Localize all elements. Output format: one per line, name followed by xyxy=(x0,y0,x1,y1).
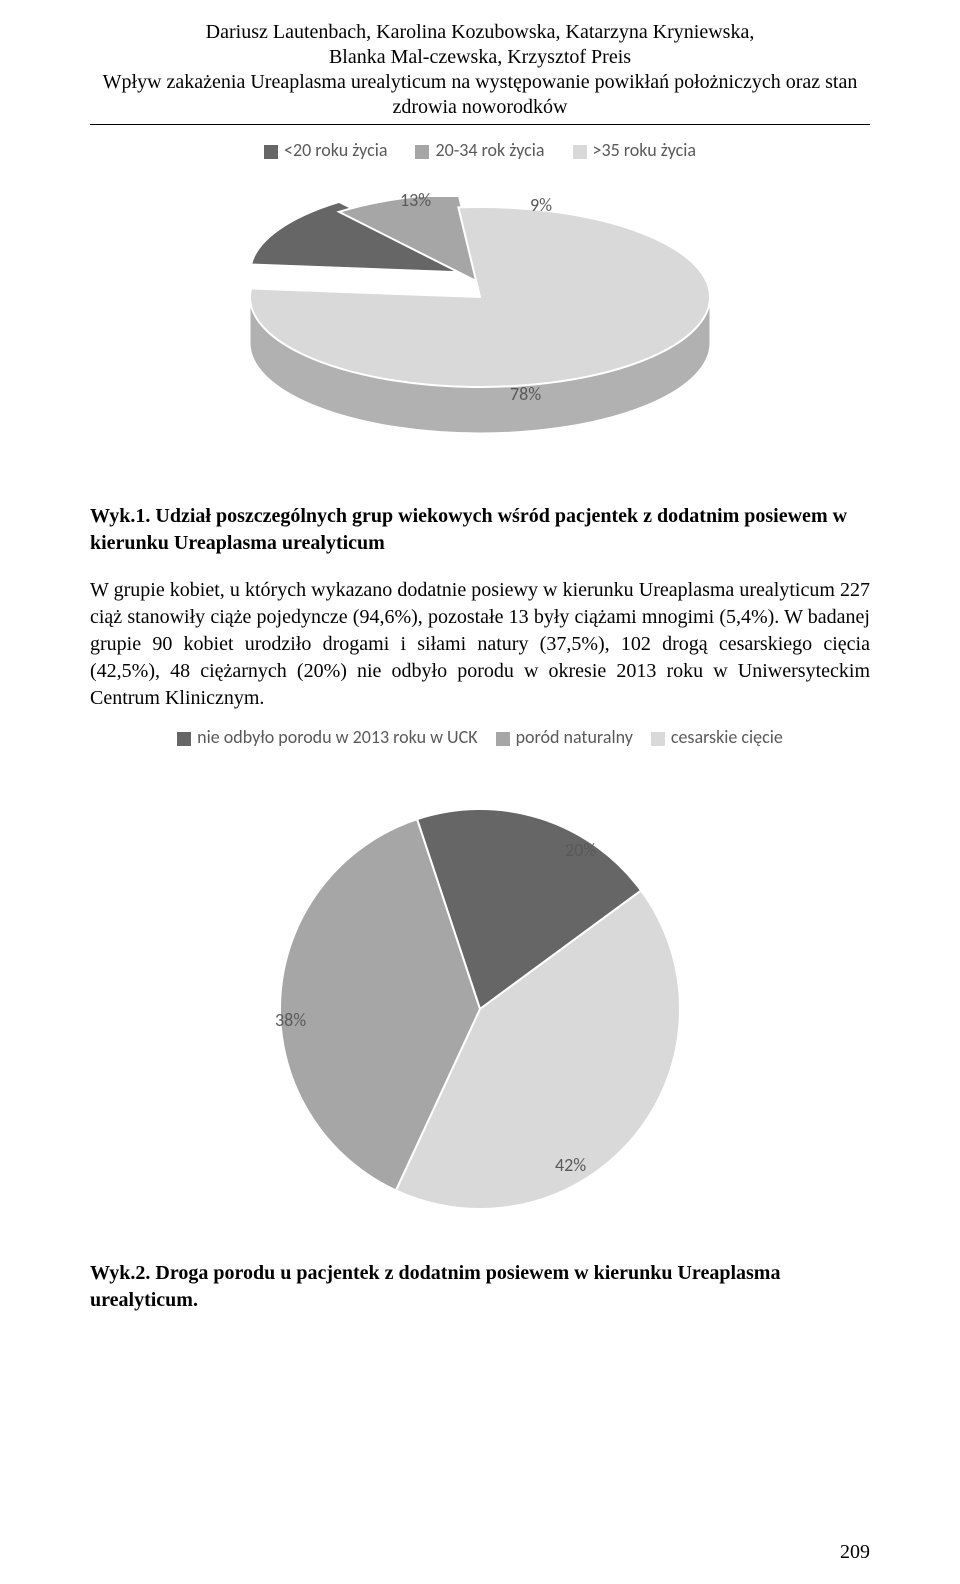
legend-item: <20 roku życia xyxy=(264,139,387,161)
slice-label: 42% xyxy=(555,1154,586,1176)
legend-item: cesarskie cięcie xyxy=(651,726,783,748)
chart-2: nie odbyło porodu w 2013 roku w UCK poró… xyxy=(90,726,870,1234)
legend-label: 20-34 rok życia xyxy=(435,139,544,161)
legend-item: nie odbyło porodu w 2013 roku w UCK xyxy=(177,726,477,748)
legend-swatch xyxy=(496,732,510,746)
chart-1-legend: <20 roku życia 20-34 rok życia >35 roku … xyxy=(90,139,870,161)
caption-prefix: Wyk.2. xyxy=(90,1262,150,1284)
header-title: Wpływ zakażenia Ureaplasma urealyticum n… xyxy=(103,71,858,118)
pie-3d-chart: 13% 9% 78% xyxy=(190,197,770,477)
caption-text: Droga porodu u pacjentek z dodatnim posi… xyxy=(90,1262,780,1311)
slice-label: 20% xyxy=(565,839,596,861)
header-authors-2: Blanka Mal-czewska, Krzysztof Preis xyxy=(329,46,631,68)
page-number: 209 xyxy=(840,1541,870,1564)
body-paragraph: W grupie kobiet, u których wykazano doda… xyxy=(90,577,870,712)
legend-swatch xyxy=(573,145,587,159)
pie-2d-chart: 20% 38% 42% xyxy=(255,784,705,1234)
legend-label: >35 roku życia xyxy=(593,139,696,161)
slice-label: 13% xyxy=(400,189,431,211)
legend-swatch xyxy=(415,145,429,159)
slice-label: 9% xyxy=(530,194,552,216)
legend-swatch xyxy=(177,732,191,746)
legend-label: cesarskie cięcie xyxy=(671,726,783,748)
header-authors-1: Dariusz Lautenbach, Karolina Kozubowska,… xyxy=(206,21,755,43)
legend-item: poród naturalny xyxy=(496,726,633,748)
chart-2-caption: Wyk.2. Droga porodu u pacjentek z dodatn… xyxy=(90,1260,870,1314)
legend-item: 20-34 rok życia xyxy=(415,139,544,161)
slice-label: 78% xyxy=(510,383,541,405)
chart-1: <20 roku życia 20-34 rok życia >35 roku … xyxy=(90,139,870,477)
legend-label: poród naturalny xyxy=(516,726,633,748)
legend-item: >35 roku życia xyxy=(573,139,696,161)
legend-label: <20 roku życia xyxy=(284,139,387,161)
caption-prefix: Wyk.1. xyxy=(90,505,150,527)
legend-swatch xyxy=(651,732,665,746)
legend-label: nie odbyło porodu w 2013 roku w UCK xyxy=(197,726,477,748)
chart-1-caption: Wyk.1. Udział poszczególnych grup wiekow… xyxy=(90,503,870,557)
legend-swatch xyxy=(264,145,278,159)
chart-2-legend: nie odbyło porodu w 2013 roku w UCK poró… xyxy=(90,726,870,748)
running-header: Dariusz Lautenbach, Karolina Kozubowska,… xyxy=(90,20,870,125)
slice-label: 38% xyxy=(275,1009,306,1031)
caption-text: Udział poszczególnych grup wiekowych wśr… xyxy=(90,505,847,554)
